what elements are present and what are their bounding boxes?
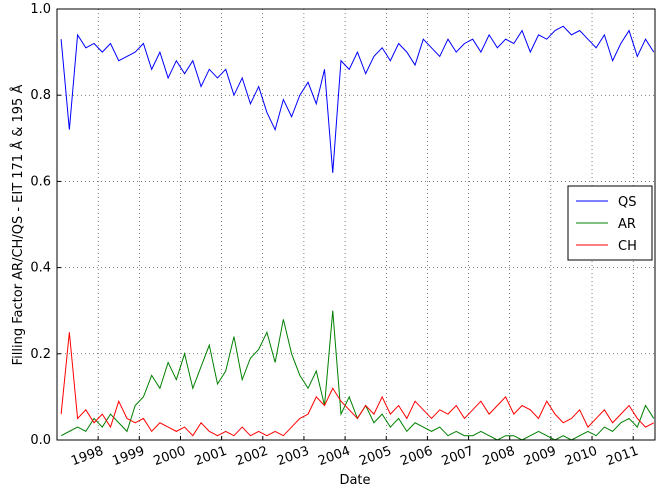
x-tick-label: 2010 xyxy=(563,444,599,469)
legend-label: CH xyxy=(618,239,637,254)
y-tick-label: 0.4 xyxy=(30,261,51,276)
y-tick-label: 0.2 xyxy=(30,347,51,362)
x-axis-label: Date xyxy=(339,473,370,488)
legend-label: AR xyxy=(618,217,636,232)
x-tick-label: 2004 xyxy=(316,444,352,469)
y-tick-label: 0.0 xyxy=(30,433,51,448)
x-tick-label: 2000 xyxy=(152,444,188,469)
series-line xyxy=(60,25,655,173)
x-tick-label: 2005 xyxy=(357,444,393,469)
x-tick-label: 2001 xyxy=(193,444,229,469)
plot-frame xyxy=(56,8,656,441)
x-tick-label: 2007 xyxy=(440,444,476,469)
x-tick-label: 2002 xyxy=(234,444,270,469)
y-tick-label: 1.0 xyxy=(30,2,51,17)
x-tick-label: 2011 xyxy=(604,444,640,469)
series-line xyxy=(60,310,655,441)
x-tick-label: 2003 xyxy=(275,444,311,469)
series-line xyxy=(60,332,655,437)
x-tick-label: 2008 xyxy=(481,444,517,469)
legend-label: QS xyxy=(618,195,636,210)
x-tick-label: 1999 xyxy=(110,444,146,469)
y-tick-label: 0.8 xyxy=(30,88,51,103)
y-axis-label: Filling Factor AR/CH/QS - EIT 171 Å & 19… xyxy=(10,85,26,366)
y-tick-label: 0.6 xyxy=(30,174,51,189)
x-tick-label: 2009 xyxy=(522,444,558,469)
x-tick-label: 1998 xyxy=(69,444,105,469)
x-tick-label: 2006 xyxy=(399,444,435,469)
